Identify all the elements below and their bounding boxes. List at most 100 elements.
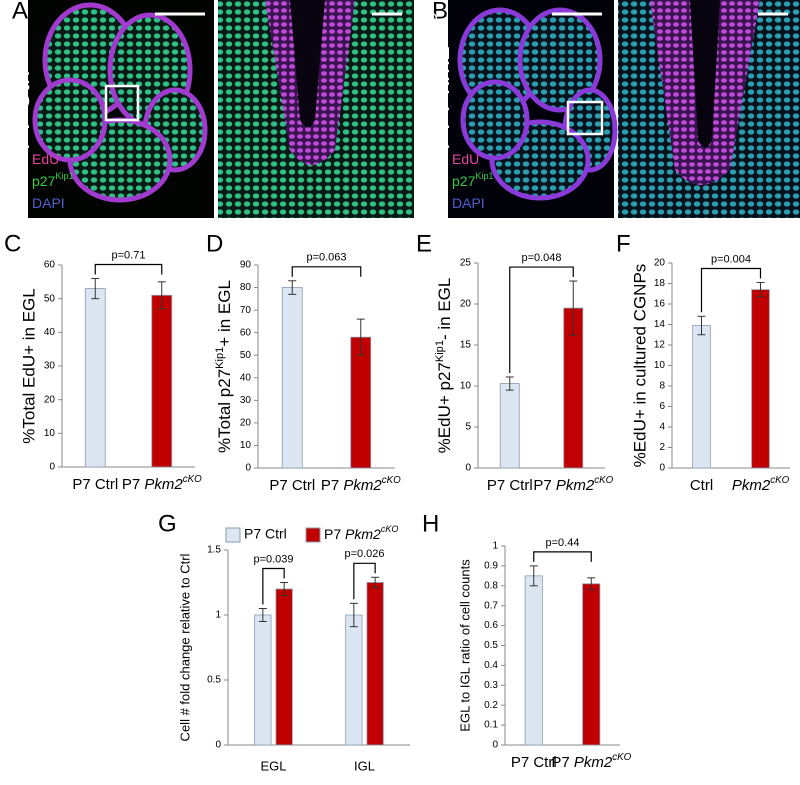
- text-segment: - in EGL: [435, 278, 454, 340]
- bar: [751, 289, 770, 469]
- panel-letter: F: [616, 230, 631, 257]
- text-segment: EdU: [452, 151, 479, 167]
- y-tick-label: 10: [44, 428, 56, 439]
- y-tick-label: 0: [659, 463, 665, 474]
- y-tick-label: 0.8: [484, 580, 498, 591]
- error-bar: [697, 315, 706, 336]
- x-tick-label: P7 Ctrl: [269, 477, 315, 494]
- x-tick-label: IGL: [354, 758, 375, 773]
- error-bar: [349, 602, 358, 628]
- y-tick-label: 16: [654, 299, 666, 310]
- y-tick-label: 20: [240, 418, 252, 429]
- y-tick-label: 1: [215, 610, 221, 621]
- bar: [281, 287, 303, 469]
- bar: [275, 588, 293, 746]
- bar: [582, 583, 601, 746]
- y-axis-label: Cell # fold change relative to Ctrl: [177, 553, 192, 741]
- x-tick-label: P7 Pkm2cKO: [533, 475, 613, 494]
- text-segment: Kip1: [475, 171, 493, 181]
- error-bar: [529, 565, 538, 587]
- p-value: p=0.004: [711, 253, 751, 265]
- error-bar: [356, 318, 365, 356]
- y-tick-label: 20: [460, 299, 472, 310]
- y-tick-label: 50: [44, 293, 56, 304]
- y-tick-label: 18: [654, 278, 666, 289]
- image-a-overview: [28, 0, 214, 218]
- error-bar: [569, 280, 578, 336]
- panel-letter: C: [4, 230, 21, 257]
- x-tick-label: P7 Pkm2cKO: [551, 752, 631, 771]
- bar: [254, 614, 272, 746]
- text-segment: Pkm2: [574, 754, 613, 771]
- text-segment: P7: [324, 526, 345, 542]
- p-value: p=0.026: [344, 548, 384, 560]
- legend-swatch: [305, 527, 321, 543]
- text-segment: cKO: [594, 475, 613, 486]
- panel-letter: D: [206, 230, 223, 257]
- text-segment: cKO: [382, 475, 401, 486]
- panel-letter: H: [422, 510, 439, 537]
- p-value: p=0.048: [521, 252, 561, 264]
- y-tick-label: 14: [654, 319, 666, 330]
- p-value: p=0.44: [546, 537, 580, 549]
- y-axis-label: %Total EdU+ in EGL: [19, 288, 38, 443]
- y-tick-label: 0: [492, 740, 498, 751]
- significance-bracket: [291, 266, 362, 277]
- y-tick-label: 6: [659, 401, 665, 412]
- text-segment: Pkm2: [144, 476, 183, 493]
- bar: [499, 383, 520, 469]
- y-tick-label: 0.2: [484, 700, 498, 711]
- legend-swatch: [225, 527, 241, 543]
- stain-label: p27Kip1: [32, 171, 74, 188]
- text-segment: Kip1: [434, 340, 446, 362]
- bar: [350, 336, 372, 469]
- y-tick-label: 15: [460, 340, 472, 351]
- y-tick-label: 30: [240, 395, 252, 406]
- text-segment: + in EGL: [215, 280, 234, 347]
- y-tick-label: 30: [44, 361, 56, 372]
- text-segment: Pkm2: [343, 477, 382, 494]
- significance-bracket: [533, 551, 592, 562]
- text-segment: P7 Ctrl: [5, 71, 35, 150]
- significance-bracket: [262, 567, 285, 605]
- x-tick-label: P7 Pkm2cKO: [321, 475, 401, 494]
- p-value: p=0.71: [112, 249, 146, 261]
- text-segment: cKO: [612, 752, 631, 763]
- y-tick-label: 70: [240, 305, 252, 316]
- image-b-overview: [448, 0, 618, 218]
- bar: [84, 288, 106, 468]
- error-bar: [756, 281, 765, 298]
- text-segment: Kip1: [214, 347, 226, 369]
- y-tick-label: 10: [240, 440, 252, 451]
- y-tick-label: 0.7: [484, 600, 498, 611]
- y-tick-label: 20: [44, 394, 56, 405]
- y-tick-label: 50: [240, 350, 252, 361]
- y-tick-label: 0: [49, 462, 55, 473]
- text-segment: Pkm2: [556, 477, 595, 494]
- y-tick-label: 60: [240, 327, 252, 338]
- y-tick-label: 0.9: [484, 561, 498, 572]
- text-segment: EdU: [32, 151, 59, 167]
- text-segment: Pkm2: [732, 477, 771, 494]
- text-segment: P7: [321, 477, 344, 494]
- error-bar: [258, 608, 267, 622]
- p-value: p=0.063: [306, 252, 346, 264]
- significance-bracket: [509, 266, 574, 373]
- x-tick-label: P7 Ctrl: [511, 754, 557, 771]
- stain-label: DAPI: [32, 195, 65, 211]
- y-tick-label: 4: [659, 422, 665, 433]
- bar: [345, 614, 363, 746]
- y-tick-label: 10: [654, 360, 666, 371]
- significance-bracket: [353, 562, 376, 600]
- image-a-zoom: [218, 0, 414, 218]
- sample-label: P7 Ctrl: [5, 71, 35, 150]
- y-tick-label: 2: [659, 442, 665, 453]
- y-axis-label: %Total p27Kip1+ in EGL: [214, 280, 235, 453]
- y-tick-label: 12: [654, 340, 666, 351]
- x-tick-label: Ctrl: [690, 477, 713, 494]
- error-bar: [505, 376, 514, 391]
- y-tick-label: 5: [465, 422, 471, 433]
- y-tick-label: 0.3: [484, 680, 498, 691]
- y-tick-label: 1.5: [207, 545, 221, 556]
- error-bar: [371, 576, 380, 589]
